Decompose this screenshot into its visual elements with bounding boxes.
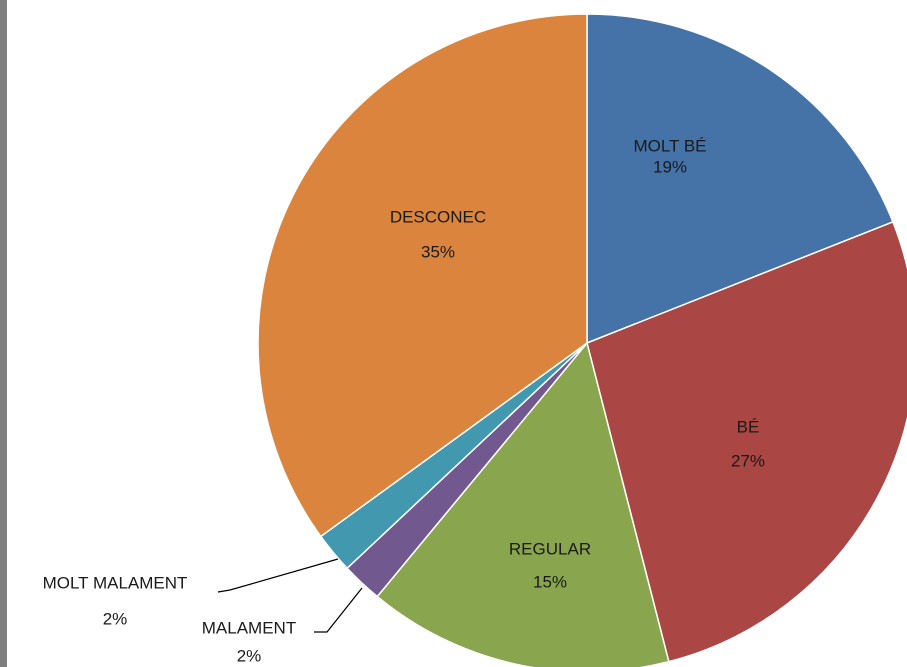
slice-value-label: 2% (103, 609, 128, 628)
slice-value-label: 2% (237, 646, 262, 665)
slice-label: MOLT BÉ (633, 136, 706, 155)
slice-value-label: 35% (421, 242, 455, 261)
slice-label: REGULAR (509, 539, 591, 558)
slice-label: BÉ (737, 417, 760, 436)
slice-label: MALAMENT (202, 618, 296, 637)
leader-line (314, 587, 363, 633)
pie-slice (257, 13, 588, 538)
slice-value-label: 19% (653, 157, 687, 176)
slice-value-label: 15% (533, 572, 567, 591)
slice-value-label: 27% (731, 451, 765, 470)
pie-slice (586, 13, 894, 345)
slice-label: MOLT MALAMENT (43, 573, 188, 592)
pie-slice (376, 341, 670, 667)
pie-slice (586, 220, 907, 663)
slice-label: DESCONEC (390, 207, 486, 226)
leader-line (217, 558, 339, 593)
left-border (0, 0, 7, 667)
